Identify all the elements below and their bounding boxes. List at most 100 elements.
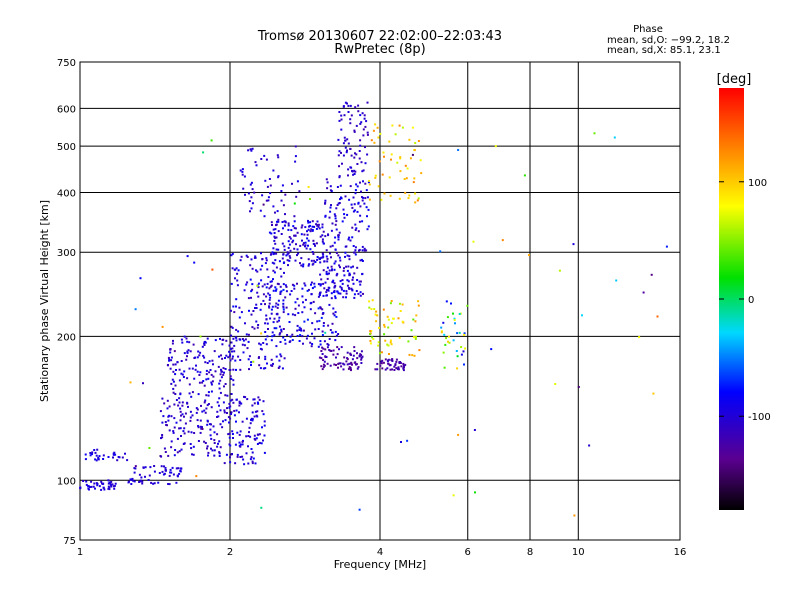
data-point	[274, 286, 277, 289]
data-point	[334, 297, 337, 300]
data-point	[307, 221, 310, 224]
data-point	[342, 362, 345, 365]
data-point	[246, 281, 249, 284]
data-point	[342, 142, 345, 145]
data-point	[255, 414, 258, 417]
data-point	[442, 321, 445, 324]
data-point	[250, 181, 253, 184]
data-point	[347, 265, 350, 268]
data-point	[235, 409, 238, 412]
data-point	[343, 363, 346, 366]
data-point	[250, 296, 252, 299]
data-point	[180, 372, 183, 375]
data-point	[316, 258, 319, 261]
data-point	[249, 148, 252, 151]
data-point	[218, 397, 221, 400]
data-point	[415, 335, 417, 338]
data-point	[236, 431, 239, 434]
data-point	[258, 398, 261, 401]
data-point	[246, 347, 249, 350]
data-point	[337, 333, 340, 335]
data-point	[293, 247, 296, 250]
data-point	[189, 350, 192, 353]
data-point	[211, 380, 214, 383]
data-point	[238, 441, 241, 444]
grid-lines	[80, 62, 680, 540]
data-point	[282, 253, 285, 256]
data-point	[129, 478, 132, 481]
data-point	[260, 252, 262, 255]
data-point	[239, 430, 242, 433]
data-point	[368, 300, 371, 303]
data-point	[324, 235, 327, 238]
data-point	[238, 306, 241, 309]
data-point	[319, 340, 322, 343]
data-point	[284, 338, 287, 341]
data-point	[167, 419, 170, 422]
data-point	[230, 377, 233, 380]
data-point	[185, 337, 188, 340]
data-point	[236, 272, 239, 275]
data-point	[359, 280, 362, 283]
data-point	[360, 190, 362, 193]
data-point	[354, 106, 357, 109]
data-point	[294, 314, 297, 317]
data-point	[369, 339, 372, 342]
data-point	[379, 364, 382, 367]
data-point	[264, 262, 267, 265]
data-point	[388, 353, 390, 355]
data-point	[262, 293, 265, 296]
data-point	[257, 295, 260, 298]
data-point	[247, 358, 250, 361]
data-point	[174, 393, 177, 395]
data-point	[413, 149, 416, 152]
data-point	[319, 283, 322, 286]
data-point	[417, 304, 420, 307]
data-point	[263, 420, 266, 423]
data-point	[278, 316, 281, 319]
data-point	[331, 331, 334, 334]
data-point	[348, 287, 351, 290]
data-point	[330, 269, 333, 272]
data-point	[453, 317, 456, 320]
data-point	[263, 283, 266, 286]
data-point	[96, 482, 99, 485]
data-point	[354, 223, 357, 226]
data-point	[177, 467, 180, 470]
data-point	[147, 479, 150, 481]
data-point	[383, 323, 386, 326]
data-point	[177, 404, 180, 407]
data-point	[332, 353, 335, 356]
data-point	[183, 427, 186, 430]
data-point	[313, 259, 316, 262]
data-point	[300, 257, 303, 260]
data-point	[330, 204, 332, 207]
data-point	[329, 206, 332, 209]
data-point	[251, 202, 254, 205]
data-point	[348, 255, 351, 258]
data-point	[370, 308, 373, 311]
data-point	[308, 263, 311, 266]
data-point	[268, 287, 271, 290]
data-point	[230, 309, 232, 312]
data-point	[160, 437, 162, 440]
data-point	[387, 318, 390, 321]
data-point	[129, 381, 132, 384]
data-point	[231, 326, 234, 329]
data-point	[243, 463, 246, 466]
data-point	[275, 223, 278, 226]
data-point	[285, 290, 288, 293]
data-point	[346, 254, 349, 257]
data-point	[163, 465, 165, 468]
data-point	[274, 211, 276, 214]
data-point	[172, 370, 175, 373]
data-point	[278, 260, 281, 263]
data-point	[274, 236, 277, 239]
data-point	[285, 254, 288, 257]
data-point	[333, 282, 336, 285]
data-point	[168, 405, 171, 408]
data-point	[162, 415, 165, 418]
data-point	[228, 436, 231, 439]
data-point	[383, 155, 385, 158]
data-point	[223, 462, 226, 465]
